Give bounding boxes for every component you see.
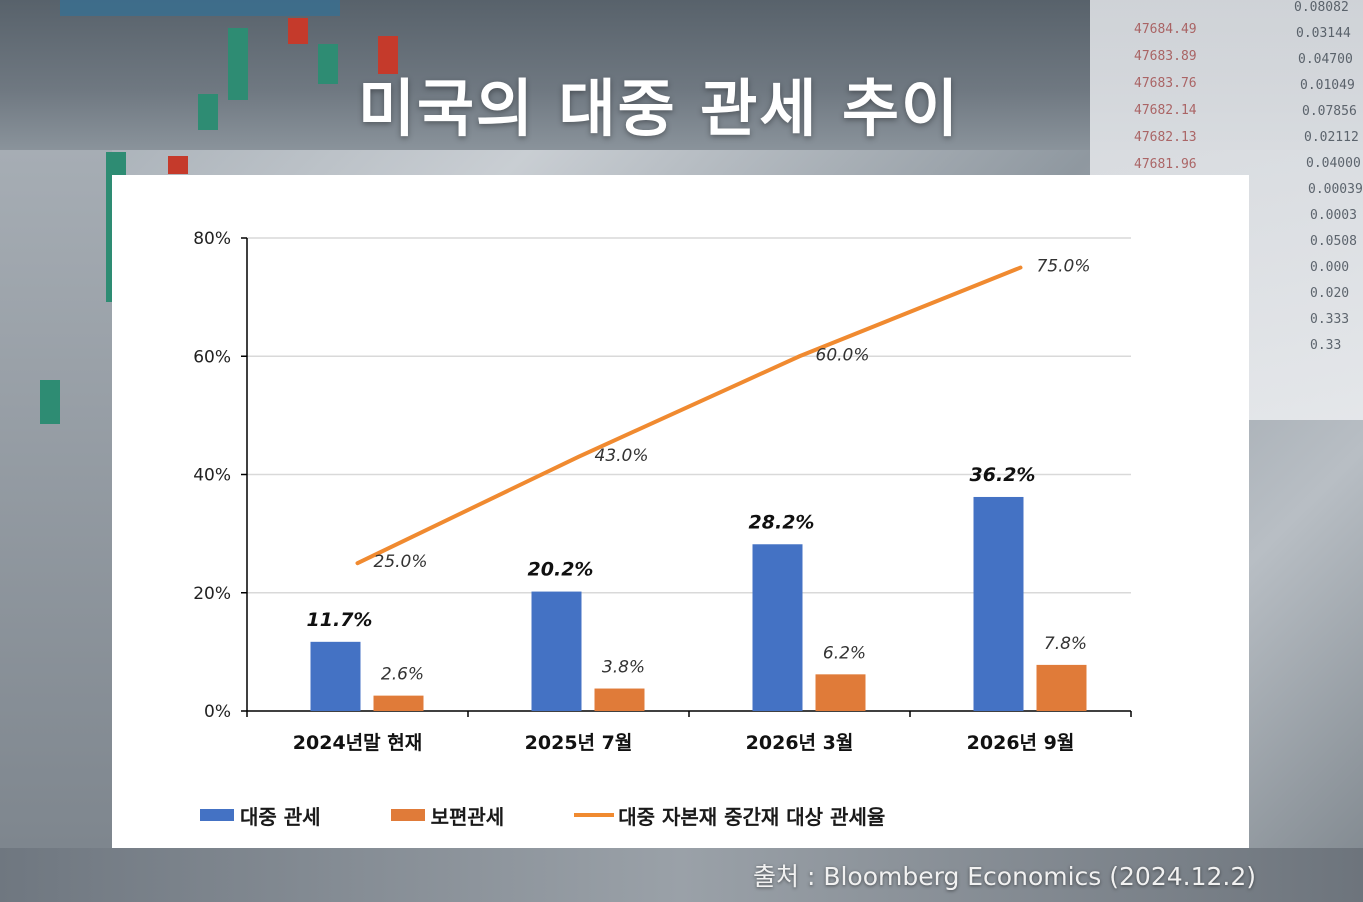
data-label-universal-tariff: 7.8% [1044,634,1087,654]
x-tick-label: 2024년말 현재 [293,732,422,754]
background-ticker-value: 0.00039 [1308,182,1363,197]
background-ticker-value: 47684.49 [1134,22,1197,37]
bar-china-tariff [310,641,361,711]
candlestick [198,94,218,130]
legend-item-china-tariff: 대중 관세 [200,801,321,830]
data-label-china-tariff: 20.2% [528,559,594,581]
background-ticker-value: 0.08082 [1294,0,1349,15]
candlestick [318,44,338,84]
y-tick-label: 60% [193,347,231,367]
source-caption: 출처 : Bloomberg Economics (2024.12.2) [753,862,1256,891]
bar-china-tariff [531,591,582,711]
background-ticker-value: 0.03144 [1296,26,1351,41]
data-label-china-tariff: 36.2% [970,464,1036,486]
background-left [0,150,112,902]
legend-item-universal-tariff: 보편관세 [390,801,505,830]
background-ticker-value: 0.04700 [1298,52,1353,67]
bar-universal-tariff [594,688,645,711]
background-ticker-value: 47682.13 [1134,130,1197,145]
background-ticker-value: 0.333 [1310,312,1350,327]
candlestick [288,18,308,44]
background-ticker-value: 47681.96 [1134,157,1197,172]
bar-universal-tariff [1036,664,1087,711]
background-ticker-value: 0.01049 [1300,78,1355,93]
data-label-china-tariff: 11.7% [307,609,373,631]
legend-item-capital-goods-rate: 대중 자본재 중간재 대상 관세율 [574,801,885,830]
candlestick [168,156,188,174]
bar-universal-tariff [815,674,866,711]
x-tick-label: 2026년 9월 [967,732,1075,754]
background-banner [60,0,340,16]
legend-label-china-tariff: 대중 관세 [240,804,321,829]
data-label-capital-goods-rate: 25.0% [374,552,428,572]
data-label-universal-tariff: 3.8% [602,658,645,678]
data-label-capital-goods-rate: 43.0% [595,446,649,466]
background-ticker-value: 0.0003 [1310,208,1357,223]
data-label-universal-tariff: 6.2% [823,643,866,663]
background-bottom [0,848,1363,902]
y-tick-label: 20% [193,584,231,604]
bar-universal-tariff [373,695,424,711]
candlestick [378,36,398,74]
y-tick-label: 40% [193,466,231,486]
candlestick [228,28,248,100]
data-label-china-tariff: 28.2% [749,511,815,533]
bar-china-tariff [752,544,803,711]
background-ticker-value: 47683.89 [1134,49,1197,64]
legend-swatch-china-tariff [200,809,234,821]
candlestick [40,380,60,424]
background-ticker-value: 0.33 [1310,338,1342,353]
y-tick-label: 0% [204,702,231,722]
background-ticker-value: 47682.14 [1134,103,1197,118]
chart: 0% 20% 40% 60% 80% 2024년말 현재 2025년 7월 2026년 3월 2… [193,229,1132,754]
background-ticker-value: 0.04000 [1306,156,1361,171]
background-ticker-value: 0.07856 [1302,104,1357,119]
x-tick-label: 2025년 7월 [525,732,633,754]
background-ticker-value: 47683.76 [1134,76,1197,91]
chart-legend: 대중 관세 보편관세 대중 자본재 중간재 대상 관세율 [200,800,955,830]
page-title: 미국의 대중 관세 추이 [357,72,961,145]
data-label-capital-goods-rate: 60.0% [816,345,870,365]
legend-label-universal-tariff: 보편관세 [430,804,505,829]
bar-china-tariff [973,496,1024,711]
background-ticker-value: 0.000 [1310,260,1350,275]
background-ticker-value: 0.0508 [1310,234,1357,249]
background-ticker-value: 0.02112 [1304,130,1359,145]
data-label-capital-goods-rate: 75.0% [1037,257,1091,277]
legend-label-capital-goods-rate: 대중 자본재 중간재 대상 관세율 [618,804,886,829]
legend-swatch-universal-tariff [390,809,425,821]
data-label-universal-tariff: 2.6% [381,665,424,685]
background-ticker-value: 0.020 [1310,286,1350,301]
line-capital-goods-rate [355,265,1023,566]
x-tick-label: 2026년 3월 [746,732,854,754]
y-tick-label: 80% [193,229,231,249]
chart-panel: 0% 20% 40% 60% 80% 2024년말 현재 2025년 7월 2026년 3월 2… [112,175,1249,848]
legend-swatch-capital-goods-rate [574,813,615,817]
